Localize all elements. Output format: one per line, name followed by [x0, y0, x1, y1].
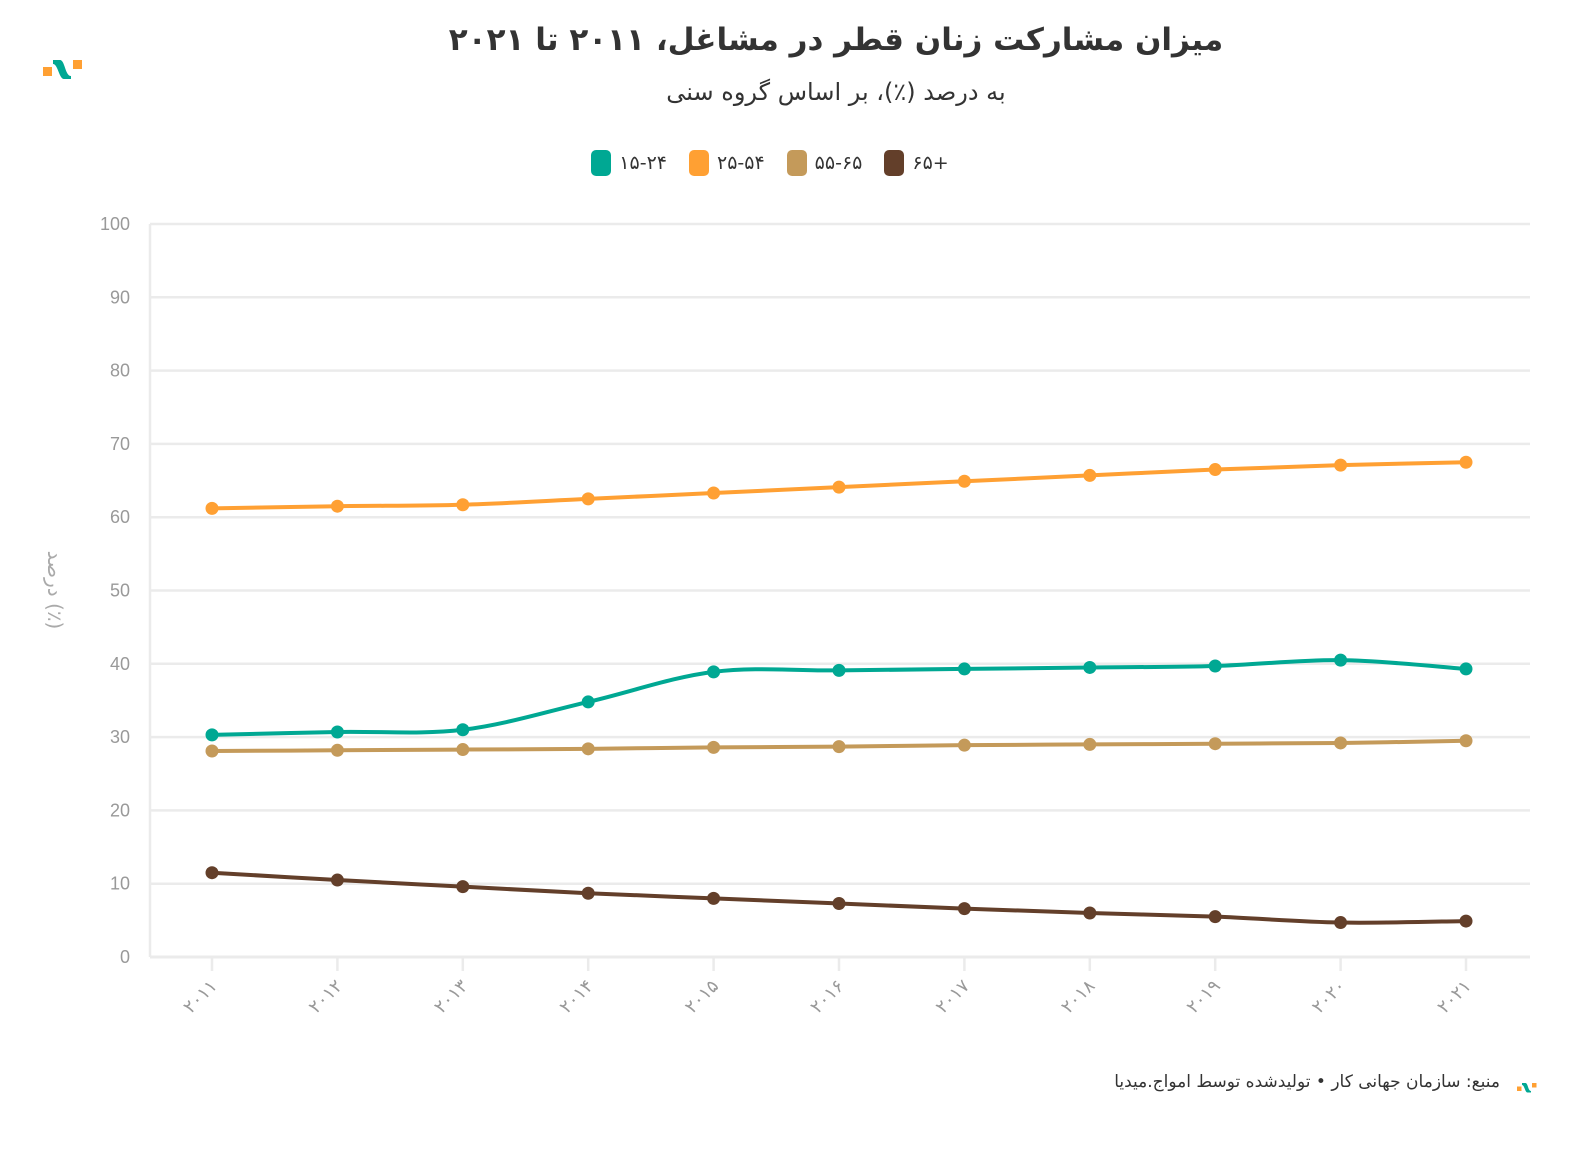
data-point	[1334, 916, 1348, 930]
data-point	[205, 501, 219, 515]
y-tick-label: 70	[110, 434, 130, 454]
data-point	[205, 866, 219, 880]
x-tick-label: ۲۰۱۱	[179, 976, 220, 1017]
data-point	[707, 891, 721, 905]
legend-swatch	[786, 150, 807, 176]
data-point	[957, 662, 971, 676]
data-point	[581, 492, 595, 506]
source-footer: منبع: سازمان جهانی کار • تولیدشده توسط ا…	[1114, 1072, 1500, 1092]
x-tick-label: ۲۰۲۰	[1308, 976, 1349, 1017]
data-point	[832, 896, 846, 910]
legend-item[interactable]: ۲۵-۵۴	[688, 150, 765, 176]
legend-swatch	[591, 150, 612, 176]
data-point	[832, 480, 846, 494]
x-tick-label: ۲۰۱۷	[932, 975, 974, 1017]
x-tick-label: ۲۰۱۵	[681, 976, 722, 1017]
x-tick-label: ۲۰۱۶	[806, 976, 847, 1017]
y-tick-label: 40	[110, 654, 130, 674]
data-point	[707, 486, 721, 500]
legend-item[interactable]: ۱۵-۲۴	[591, 150, 667, 176]
x-tick-label: ۲۰۱۴	[556, 976, 597, 1017]
data-point	[456, 723, 470, 737]
data-point	[330, 499, 344, 513]
legend-item[interactable]: ۵۵-۶۵	[786, 150, 863, 176]
data-point	[832, 663, 846, 677]
data-point	[707, 740, 721, 754]
data-point	[832, 740, 846, 754]
legend-swatch	[688, 150, 709, 176]
data-point	[1083, 737, 1097, 751]
legend-label: ۵۵-۶۵	[814, 152, 863, 174]
x-tick-label: ۲۰۱۹	[1183, 976, 1224, 1017]
y-tick-label: 30	[110, 727, 130, 747]
data-point	[1459, 455, 1473, 469]
x-tick-label: ۲۰۱۲	[305, 976, 346, 1017]
data-point	[1334, 458, 1348, 472]
data-point	[330, 743, 344, 757]
data-point	[1459, 662, 1473, 676]
chart-title: میزان مشارکت زنان قطر در مشاغل، ۲۰۱۱ تا …	[448, 22, 1224, 58]
data-point	[1208, 659, 1222, 673]
legend-label: ۲۵-۵۴	[716, 152, 765, 174]
y-tick-label: 50	[110, 581, 130, 601]
data-point	[1459, 734, 1473, 748]
data-point	[957, 474, 971, 488]
y-axis-label: درصد (٪)	[43, 551, 67, 630]
footer-logo	[1517, 1078, 1537, 1097]
y-tick-label: 20	[110, 800, 130, 820]
y-tick-label: 0	[120, 947, 130, 967]
data-point	[205, 728, 219, 742]
data-point	[581, 742, 595, 756]
brand-logo	[43, 60, 83, 84]
data-point	[456, 880, 470, 894]
data-point	[1459, 914, 1473, 928]
data-point	[957, 738, 971, 752]
x-tick-label: ۲۰۲۱	[1433, 976, 1474, 1017]
legend-swatch	[884, 150, 905, 176]
legend-label: ۶۵+	[912, 152, 949, 174]
x-tick-label: ۲۰۱۸	[1057, 975, 1099, 1017]
y-tick-label: 90	[110, 287, 130, 307]
chart-subtitle: به درصد (٪)، بر اساس گروه سنی	[666, 78, 1006, 106]
y-tick-label: 100	[100, 214, 130, 234]
data-point	[581, 695, 595, 709]
data-point	[707, 665, 721, 679]
data-point	[456, 498, 470, 512]
data-point	[205, 744, 219, 758]
data-point	[456, 743, 470, 757]
legend: ۱۵-۲۴ ۲۵-۵۴ ۵۵-۶۵ ۶۵+	[0, 150, 1540, 176]
data-point	[1334, 736, 1348, 750]
data-point	[1208, 463, 1222, 477]
data-point	[1208, 910, 1222, 924]
y-tick-label: 80	[110, 361, 130, 381]
data-point	[1208, 737, 1222, 751]
data-point	[330, 873, 344, 887]
data-point	[581, 886, 595, 900]
data-point	[957, 902, 971, 916]
legend-label: ۱۵-۲۴	[619, 152, 667, 174]
data-point	[1083, 906, 1097, 920]
x-tick-label: ۲۰۱۳	[430, 975, 472, 1017]
data-point	[1334, 653, 1348, 667]
y-tick-label: 10	[110, 874, 130, 894]
data-point	[1083, 660, 1097, 674]
legend-item[interactable]: ۶۵+	[884, 150, 949, 176]
y-tick-label: 60	[110, 507, 130, 527]
data-point	[330, 725, 344, 739]
data-point	[1083, 468, 1097, 482]
